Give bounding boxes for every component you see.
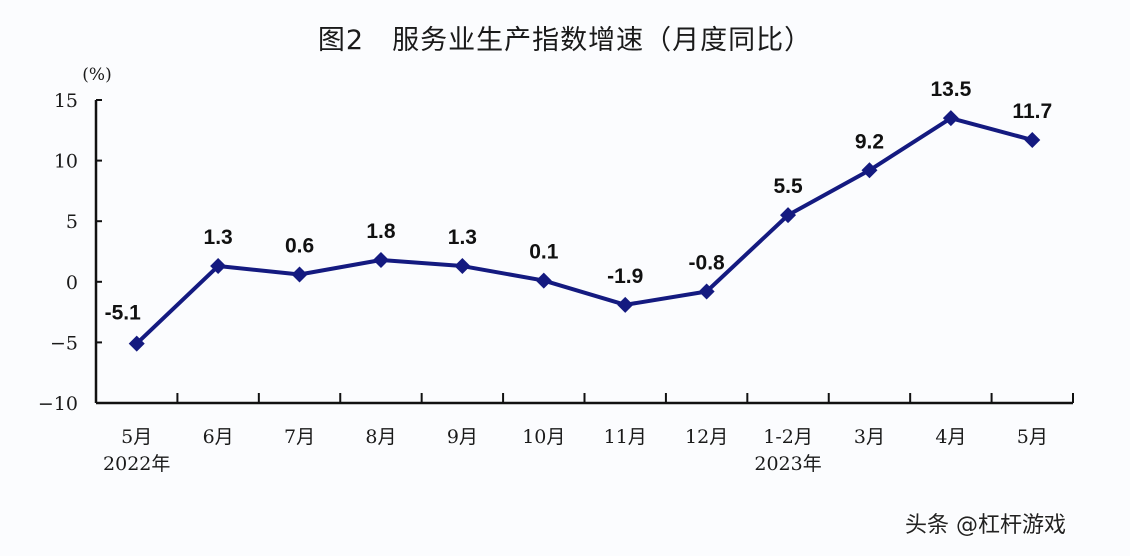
data-label: 0.6 xyxy=(285,235,314,258)
diamond-marker xyxy=(780,207,797,224)
y-tick-label: −5 xyxy=(50,332,78,354)
x-tick-label: 4月 xyxy=(935,426,966,448)
x-tick-label: 3月 xyxy=(854,426,885,448)
diamond-marker xyxy=(210,258,227,275)
data-label: 1.8 xyxy=(366,220,396,243)
data-label: -0.8 xyxy=(689,251,726,274)
data-label: 1.3 xyxy=(448,226,477,249)
y-tick-label: 5 xyxy=(66,211,78,233)
data-label: 9.2 xyxy=(855,130,884,153)
data-label: 0.1 xyxy=(529,241,559,264)
x-tick-label: 12月 xyxy=(685,426,728,448)
y-tick-label: 0 xyxy=(66,272,78,294)
diamond-marker xyxy=(617,296,634,313)
diamond-marker xyxy=(535,272,552,289)
diamond-marker xyxy=(861,162,878,179)
x-tick-label: 5月 xyxy=(121,426,152,448)
watermark: 头条 @杠杆游戏 xyxy=(905,513,1066,538)
y-tick-label: 15 xyxy=(54,90,78,112)
x-tick-label: 11月 xyxy=(604,426,647,448)
diamond-marker xyxy=(128,335,145,352)
data-label: 5.5 xyxy=(773,175,803,198)
chart-title: 图2 服务业生产指数增速（月度同比） xyxy=(317,25,813,56)
x-tick-label: 5月 xyxy=(1017,426,1048,448)
x-tick-label: 10月 xyxy=(522,426,565,448)
y-tick-label: −10 xyxy=(38,393,78,415)
diamond-marker xyxy=(291,266,308,283)
data-label: -5.1 xyxy=(105,302,142,325)
y-tick-label: 10 xyxy=(54,151,78,173)
year-label: 2022年 xyxy=(103,453,170,475)
diamond-marker xyxy=(698,283,715,300)
diamond-marker xyxy=(942,110,959,127)
y-axis-unit: (%) xyxy=(82,65,111,85)
data-label: 11.7 xyxy=(1012,100,1052,123)
diamond-marker xyxy=(454,258,471,275)
x-tick-label: 8月 xyxy=(365,426,396,448)
data-label: 13.5 xyxy=(930,78,971,101)
x-tick-label: 7月 xyxy=(284,426,315,448)
series-line xyxy=(135,116,1033,346)
diamond-marker xyxy=(1024,131,1041,148)
diamond-marker xyxy=(372,251,389,268)
data-label: -1.9 xyxy=(607,265,643,288)
year-label: 2023年 xyxy=(754,453,821,475)
x-tick-label: 1-2月 xyxy=(763,426,813,448)
data-label: 1.3 xyxy=(204,226,233,249)
x-tick-label: 9月 xyxy=(447,426,478,448)
x-tick-label: 6月 xyxy=(203,426,234,448)
